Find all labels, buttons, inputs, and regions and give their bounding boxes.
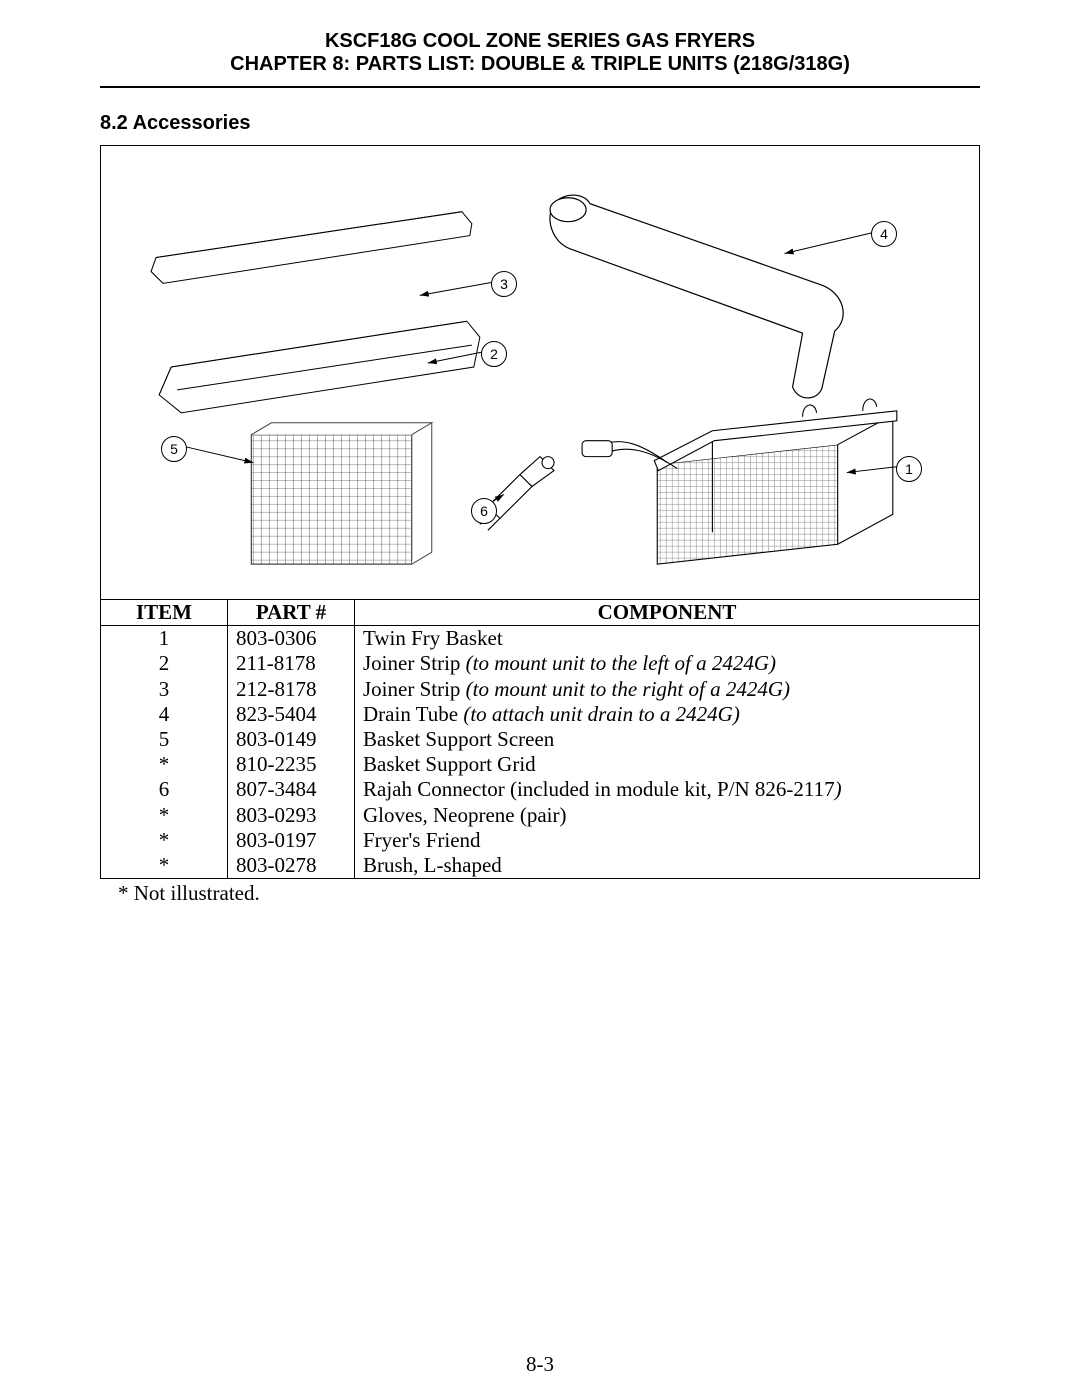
cell-item: 3 [101, 677, 228, 702]
callout-6: 6 [471, 498, 497, 524]
cell-component: Basket Support Screen [355, 727, 980, 752]
table-row: 4823-5404Drain Tube (to attach unit drai… [101, 702, 980, 727]
callout-1: 1 [896, 456, 922, 482]
cell-item: 1 [101, 626, 228, 652]
cell-part: 823-5404 [228, 702, 355, 727]
cell-part: 803-0293 [228, 803, 355, 828]
cell-component: Brush, L-shaped [355, 853, 980, 879]
table-row: 6807-3484Rajah Connector (included in mo… [101, 777, 980, 802]
joiner-strip-right-icon [151, 212, 472, 284]
header-part: PART # [228, 600, 355, 626]
basket-support-screen-icon [251, 423, 431, 564]
cell-item: 2 [101, 651, 228, 676]
table-row: *803-0197Fryer's Friend [101, 828, 980, 853]
cell-component: Joiner Strip (to mount unit to the right… [355, 677, 980, 702]
callout-5: 5 [161, 436, 187, 462]
header-item: ITEM [101, 600, 228, 626]
table-row: 3212-8178Joiner Strip (to mount unit to … [101, 677, 980, 702]
accessories-figure: 4 3 2 5 1 6 [100, 145, 980, 600]
joiner-strip-left-icon [159, 321, 480, 413]
cell-part: 803-0306 [228, 626, 355, 652]
callout-2: 2 [481, 341, 507, 367]
parts-table-body: 1803-0306Twin Fry Basket2211-8178Joiner … [101, 626, 980, 879]
cell-part: 803-0278 [228, 853, 355, 879]
cell-item: 4 [101, 702, 228, 727]
cell-component: Rajah Connector (included in module kit,… [355, 777, 980, 802]
table-row: 2211-8178Joiner Strip (to mount unit to … [101, 651, 980, 676]
cell-part: 810-2235 [228, 752, 355, 777]
callout-3: 3 [491, 271, 517, 297]
section-heading: 8.2 Accessories [100, 112, 980, 135]
header-rule [100, 86, 980, 88]
cell-part: 803-0149 [228, 727, 355, 752]
table-row: 5803-0149Basket Support Screen [101, 727, 980, 752]
cell-component: Twin Fry Basket [355, 626, 980, 652]
figure-svg [101, 146, 979, 599]
cell-component: Gloves, Neoprene (pair) [355, 803, 980, 828]
cell-part: 807-3484 [228, 777, 355, 802]
callout-4: 4 [871, 221, 897, 247]
cell-item: 6 [101, 777, 228, 802]
cell-part: 803-0197 [228, 828, 355, 853]
cell-item: * [101, 752, 228, 777]
cell-component: Joiner Strip (to mount unit to the left … [355, 651, 980, 676]
page-title: KSCF18G COOL ZONE SERIES GAS FRYERS [100, 30, 980, 53]
table-row: *803-0278Brush, L-shaped [101, 853, 980, 879]
parts-table: ITEM PART # COMPONENT 1803-0306Twin Fry … [100, 599, 980, 879]
cell-item: * [101, 853, 228, 879]
header-component: COMPONENT [355, 600, 980, 626]
table-footnote: * Not illustrated. [100, 881, 980, 906]
page: KSCF18G COOL ZONE SERIES GAS FRYERS CHAP… [0, 0, 1080, 1397]
cell-part: 211-8178 [228, 651, 355, 676]
cell-item: 5 [101, 727, 228, 752]
page-number: 8-3 [0, 1352, 1080, 1377]
cell-item: * [101, 803, 228, 828]
table-row: *810-2235Basket Support Grid [101, 752, 980, 777]
cell-component: Fryer's Friend [355, 828, 980, 853]
table-row: 1803-0306Twin Fry Basket [101, 626, 980, 652]
twin-fry-basket-icon [582, 399, 897, 564]
table-row: *803-0293Gloves, Neoprene (pair) [101, 803, 980, 828]
cell-component: Drain Tube (to attach unit drain to a 24… [355, 702, 980, 727]
cell-component: Basket Support Grid [355, 752, 980, 777]
drain-tube-icon [550, 195, 843, 398]
cell-item: * [101, 828, 228, 853]
cell-part: 212-8178 [228, 677, 355, 702]
chapter-title: CHAPTER 8: PARTS LIST: DOUBLE & TRIPLE U… [100, 53, 980, 76]
table-header-row: ITEM PART # COMPONENT [101, 600, 980, 626]
